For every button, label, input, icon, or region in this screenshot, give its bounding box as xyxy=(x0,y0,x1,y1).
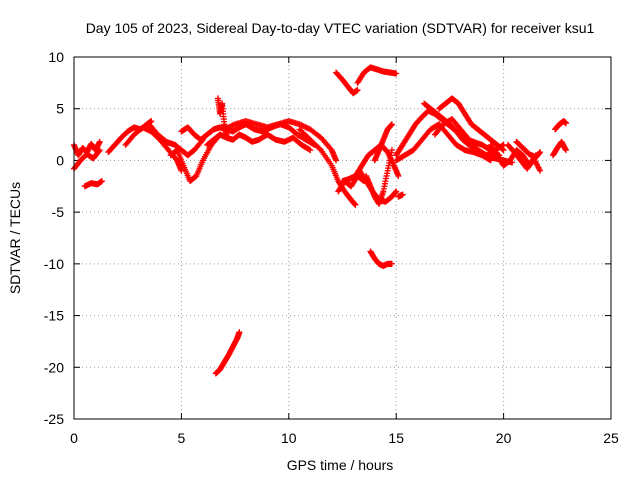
x-tick-label: 5 xyxy=(178,430,186,446)
series-trace-31 xyxy=(552,118,569,133)
x-tick-label: 10 xyxy=(281,430,297,446)
series-trace-03 xyxy=(81,178,105,190)
series-trace-16 xyxy=(363,147,395,207)
x-tick-label: 20 xyxy=(496,430,512,446)
y-tick-label: 0 xyxy=(56,152,64,168)
data-point xyxy=(537,149,544,156)
data-point xyxy=(96,138,103,145)
series-trace-12 xyxy=(296,126,359,208)
series-trace-02 xyxy=(71,147,103,172)
data-points xyxy=(71,64,569,377)
plot-frame xyxy=(73,56,612,420)
data-point xyxy=(223,131,230,138)
series-trace-30 xyxy=(513,138,544,161)
series-trace-22 xyxy=(212,329,243,377)
data-point xyxy=(393,70,400,77)
x-axis-label: GPS time / hours xyxy=(287,457,394,473)
y-tick-label: 5 xyxy=(56,101,64,117)
series-trace-01 xyxy=(71,138,103,159)
series-trace-17 xyxy=(371,121,395,164)
y-tick-label: 10 xyxy=(48,49,64,65)
data-point xyxy=(95,148,102,155)
series-trace-21 xyxy=(367,248,395,269)
y-tick-label: -20 xyxy=(44,359,64,375)
y-tick-label: -5 xyxy=(52,204,65,220)
series-trace-05 xyxy=(122,124,185,174)
series-trace-11 xyxy=(221,118,340,164)
data-point xyxy=(537,167,544,174)
y-tick-label: -25 xyxy=(44,411,64,427)
data-point xyxy=(96,147,103,154)
x-tick-label: 0 xyxy=(70,430,78,446)
axis-ticks: 0 5 10 15 20 25 -25 -20 -15 -10 -5 0 5 10 xyxy=(44,49,619,446)
data-point xyxy=(388,147,395,154)
series-trace-09 xyxy=(204,131,314,154)
y-tick-label: -15 xyxy=(44,308,64,324)
data-point xyxy=(307,147,314,154)
y-axis-label: SDTVAR / TECUs xyxy=(7,182,23,294)
data-point xyxy=(388,121,395,128)
data-point xyxy=(352,201,359,208)
data-point xyxy=(562,120,569,127)
data-point xyxy=(562,147,569,154)
data-point xyxy=(148,118,155,125)
series-trace-18 xyxy=(395,191,406,200)
x-tick-label: 25 xyxy=(603,430,619,446)
data-point xyxy=(399,191,406,198)
data-point xyxy=(316,145,323,152)
data-point xyxy=(354,87,361,94)
data-point xyxy=(388,260,395,267)
x-tick-label: 15 xyxy=(388,430,404,446)
series-trace-32 xyxy=(550,138,569,159)
series-trace-20 xyxy=(354,64,400,86)
data-point xyxy=(236,329,243,336)
series-trace-26 xyxy=(436,95,507,154)
grid xyxy=(74,57,611,419)
data-point xyxy=(393,188,400,195)
data-point xyxy=(500,147,507,154)
series-trace-29 xyxy=(504,141,544,174)
series-trace-19 xyxy=(333,69,361,97)
y-tick-label: -10 xyxy=(44,256,64,272)
series-trace-06 xyxy=(146,121,206,159)
chart-title: Day 105 of 2023, Sidereal Day-to-day VTE… xyxy=(86,20,595,36)
data-point xyxy=(333,157,340,164)
data-point xyxy=(395,172,402,179)
data-point xyxy=(98,178,105,185)
